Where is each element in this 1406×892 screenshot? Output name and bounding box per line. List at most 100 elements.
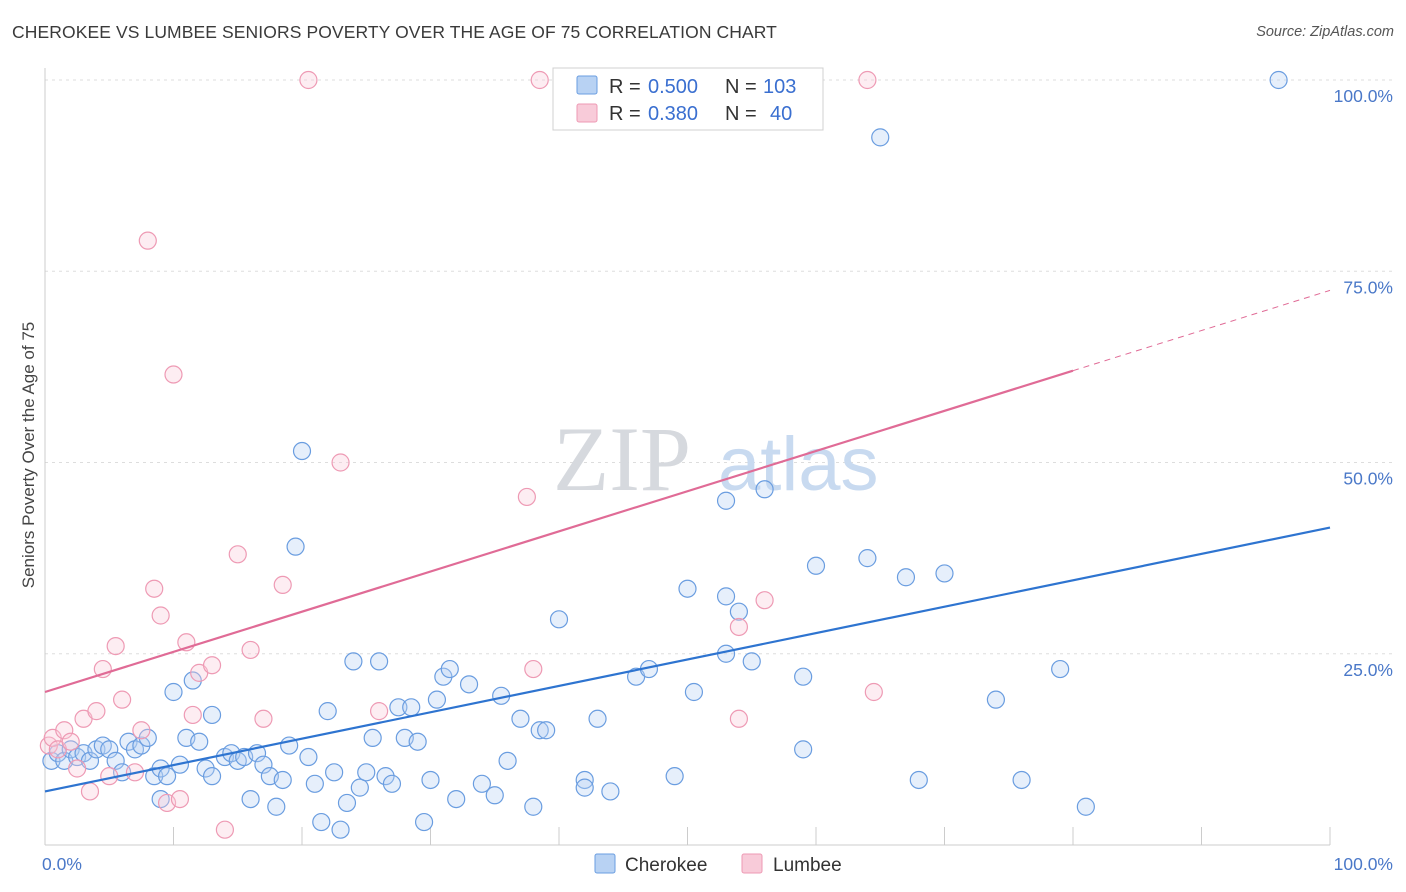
lumbee-point — [755, 591, 774, 610]
cherokee-point — [273, 770, 292, 790]
watermark-zip: ZIP — [553, 408, 691, 510]
lumbee-point — [164, 365, 183, 384]
lumbee-trend-line — [44, 369, 1074, 694]
chart-title: CHEROKEE VS LUMBEE SENIORS POVERTY OVER … — [12, 22, 777, 42]
legend-r-label-cherokee: R = — [609, 76, 641, 98]
legend-r-value-cherokee: 0.500 — [648, 76, 698, 98]
cherokee-point — [164, 682, 183, 702]
cherokee-point — [716, 491, 736, 510]
cherokee-point — [678, 579, 697, 598]
cherokee-point — [1051, 659, 1070, 679]
cherokee-point — [537, 721, 556, 740]
watermark: ZIP atlas — [553, 408, 879, 510]
cherokee-point — [935, 564, 954, 583]
cherokee-point — [742, 652, 761, 671]
lumbee-point — [517, 487, 536, 507]
cherokee-point — [440, 659, 459, 679]
cherokee-point — [858, 549, 877, 568]
x-tick-labels: 0.0% 100.0% — [42, 854, 1393, 874]
cherokee-point — [292, 441, 312, 461]
y-axis-label: Seniors Poverty Over the Age of 75 — [19, 322, 38, 588]
gridlines — [45, 79, 1395, 655]
y-tick-label: 75.0% — [1343, 277, 1393, 297]
lumbee-point — [112, 690, 132, 709]
lumbee-point — [55, 721, 74, 740]
lumbee-trend-extension — [1072, 289, 1331, 372]
lumbee-point — [87, 702, 106, 721]
lumbee-point — [524, 659, 543, 679]
cherokee-point — [485, 786, 504, 805]
cherokee-point — [1012, 770, 1031, 790]
cherokee-point — [408, 732, 427, 751]
cherokee-point — [588, 709, 607, 728]
cherokee-point — [575, 770, 594, 790]
axes — [44, 68, 1331, 846]
cherokee-point — [357, 763, 376, 782]
lumbee-point — [202, 656, 222, 675]
cherokee-point — [325, 763, 344, 782]
cherokee-point — [299, 747, 318, 767]
legend-n-value-cherokee: 103 — [763, 76, 796, 98]
cherokee-point — [684, 682, 704, 702]
lumbee-point — [68, 759, 87, 778]
legend-series-cherokee: Cherokee — [625, 855, 707, 876]
lumbee-point — [331, 453, 350, 472]
cherokee-point — [389, 698, 408, 717]
legend-swatch-lumbee — [576, 103, 598, 123]
cherokee-point — [100, 740, 119, 759]
cherokee-point — [241, 789, 260, 809]
cherokee-point — [575, 778, 594, 797]
cherokee-point — [331, 820, 350, 839]
legend-n-value-lumbee: 40 — [770, 103, 792, 125]
lumbee-point — [273, 575, 292, 595]
cherokee-point — [202, 705, 222, 725]
cherokee-point — [427, 690, 447, 709]
lumbee-point — [106, 636, 125, 656]
lumbee-point — [241, 640, 260, 660]
legend-swatch-lumbee-bottom — [741, 853, 763, 874]
cherokee-point — [190, 732, 209, 751]
legend-series-lumbee: Lumbee — [773, 855, 842, 876]
cherokee-point — [794, 740, 813, 759]
cherokee-point — [344, 652, 363, 671]
cherokee-point — [755, 480, 774, 499]
cherokee-point — [472, 774, 491, 793]
cherokee-point — [363, 728, 382, 748]
lumbee-points — [39, 70, 883, 839]
cherokee-point — [729, 602, 749, 621]
cherokee-point — [106, 751, 125, 770]
cherokee-point — [524, 797, 543, 816]
lumbee-point — [228, 545, 247, 564]
lumbee-point — [151, 606, 170, 625]
cherokee-point — [202, 767, 222, 786]
cherokee-point — [806, 556, 826, 575]
stats-legend: R = 0.500 N = 103 R = 0.380 N = 40 — [552, 67, 824, 131]
cherokee-point — [459, 675, 479, 694]
y-tick-label: 25.0% — [1343, 660, 1393, 680]
x-tick-label-start: 0.0% — [42, 854, 82, 874]
cherokee-trend-line — [44, 526, 1331, 793]
lumbee-point — [858, 70, 877, 90]
lumbee-point — [729, 709, 749, 728]
cherokee-point — [871, 128, 890, 147]
cherokee-point — [498, 751, 517, 770]
cherokee-point — [909, 770, 928, 790]
cherokee-point — [350, 778, 369, 797]
x-tick-label-end: 100.0% — [1334, 854, 1393, 874]
legend-box — [552, 67, 824, 131]
cherokee-point — [549, 610, 569, 629]
legend-n-label-lumbee: N = — [725, 103, 757, 125]
lumbee-point — [145, 579, 164, 598]
cherokee-point — [421, 770, 440, 790]
series-legend: Cherokee Lumbee — [594, 853, 842, 876]
y-tick-label: 100.0% — [1334, 86, 1393, 106]
cherokee-points — [42, 70, 1288, 839]
cherokee-point — [402, 698, 421, 717]
cherokee-point — [318, 702, 337, 721]
cherokee-point — [337, 793, 357, 813]
cherokee-point — [312, 812, 331, 832]
cherokee-point — [794, 667, 813, 686]
cherokee-point — [986, 690, 1006, 709]
legend-swatch-cherokee-bottom — [594, 853, 616, 874]
